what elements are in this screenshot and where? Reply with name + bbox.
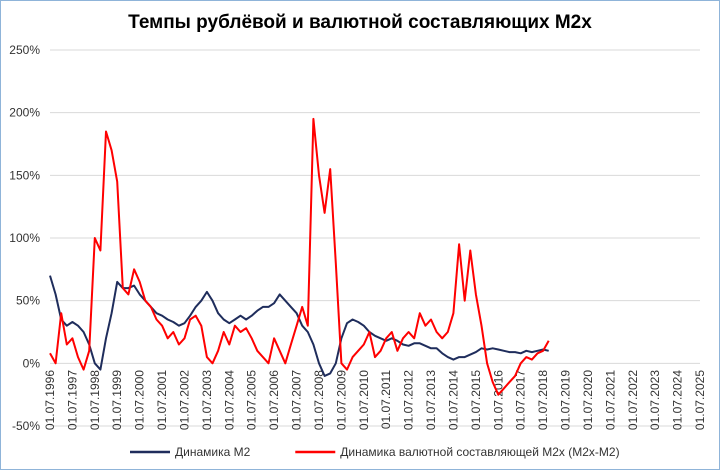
y-tick-label: -50% — [12, 419, 40, 433]
x-tick-label: 01.07.2020 — [581, 370, 595, 430]
x-tick-label: 01.07.2011 — [379, 370, 393, 429]
x-tick-label: 01.07.2003 — [200, 370, 214, 430]
x-tick-label: 01.07.1996 — [43, 370, 57, 430]
x-tick-label: 01.07.1999 — [110, 370, 124, 430]
x-tick-label: 01.07.2024 — [671, 370, 685, 430]
x-tick-label: 01.07.2015 — [469, 370, 483, 430]
y-tick-label: 0% — [23, 356, 41, 370]
x-tick-label: 01.07.1997 — [65, 370, 79, 430]
y-tick-label: 100% — [9, 231, 40, 245]
y-tick-label: 250% — [9, 43, 40, 57]
x-tick-label: 01.07.1998 — [88, 370, 102, 430]
x-tick-label: 01.07.2000 — [133, 370, 147, 430]
x-tick-label: 01.07.2014 — [446, 370, 460, 430]
x-tick-label: 01.07.2022 — [626, 370, 640, 430]
x-tick-label: 01.07.2002 — [177, 370, 191, 430]
x-tick-label: 01.07.2016 — [491, 370, 505, 430]
legend-label: Динамика М2 — [175, 445, 251, 459]
legend-label: Динамика валютной составляющей М2х (М2х-… — [340, 445, 619, 459]
x-tick-label: 01.07.2006 — [267, 370, 281, 430]
x-tick-label: 01.07.2004 — [222, 370, 236, 430]
x-tick-label: 01.07.2013 — [424, 370, 438, 430]
chart-title: Темпы рублёвой и валютной составляющих М… — [128, 12, 592, 33]
x-tick-label: 01.07.2007 — [290, 370, 304, 430]
x-tick-label: 01.07.2023 — [648, 370, 662, 430]
x-tick-label: 01.07.2019 — [559, 370, 573, 430]
line-series — [49, 117, 550, 396]
y-tick-label: 150% — [9, 168, 40, 182]
x-tick-label: 01.07.2025 — [693, 370, 707, 430]
y-tick-label: 200% — [9, 106, 40, 120]
x-tick-label: 01.07.2018 — [536, 370, 550, 430]
x-tick-label: 01.07.2017 — [514, 370, 528, 430]
x-tick-label: 01.07.2010 — [357, 370, 371, 430]
x-tick-label: 01.07.2021 — [603, 370, 617, 430]
x-tick-label: 01.07.2009 — [334, 370, 348, 430]
x-tick-label: 01.07.2001 — [155, 370, 169, 430]
x-tick-label: 01.07.2005 — [245, 370, 259, 430]
x-tick-label: 01.07.2008 — [312, 370, 326, 430]
y-tick-label: 50% — [16, 294, 40, 308]
x-tick-label: 01.07.2012 — [402, 370, 416, 430]
